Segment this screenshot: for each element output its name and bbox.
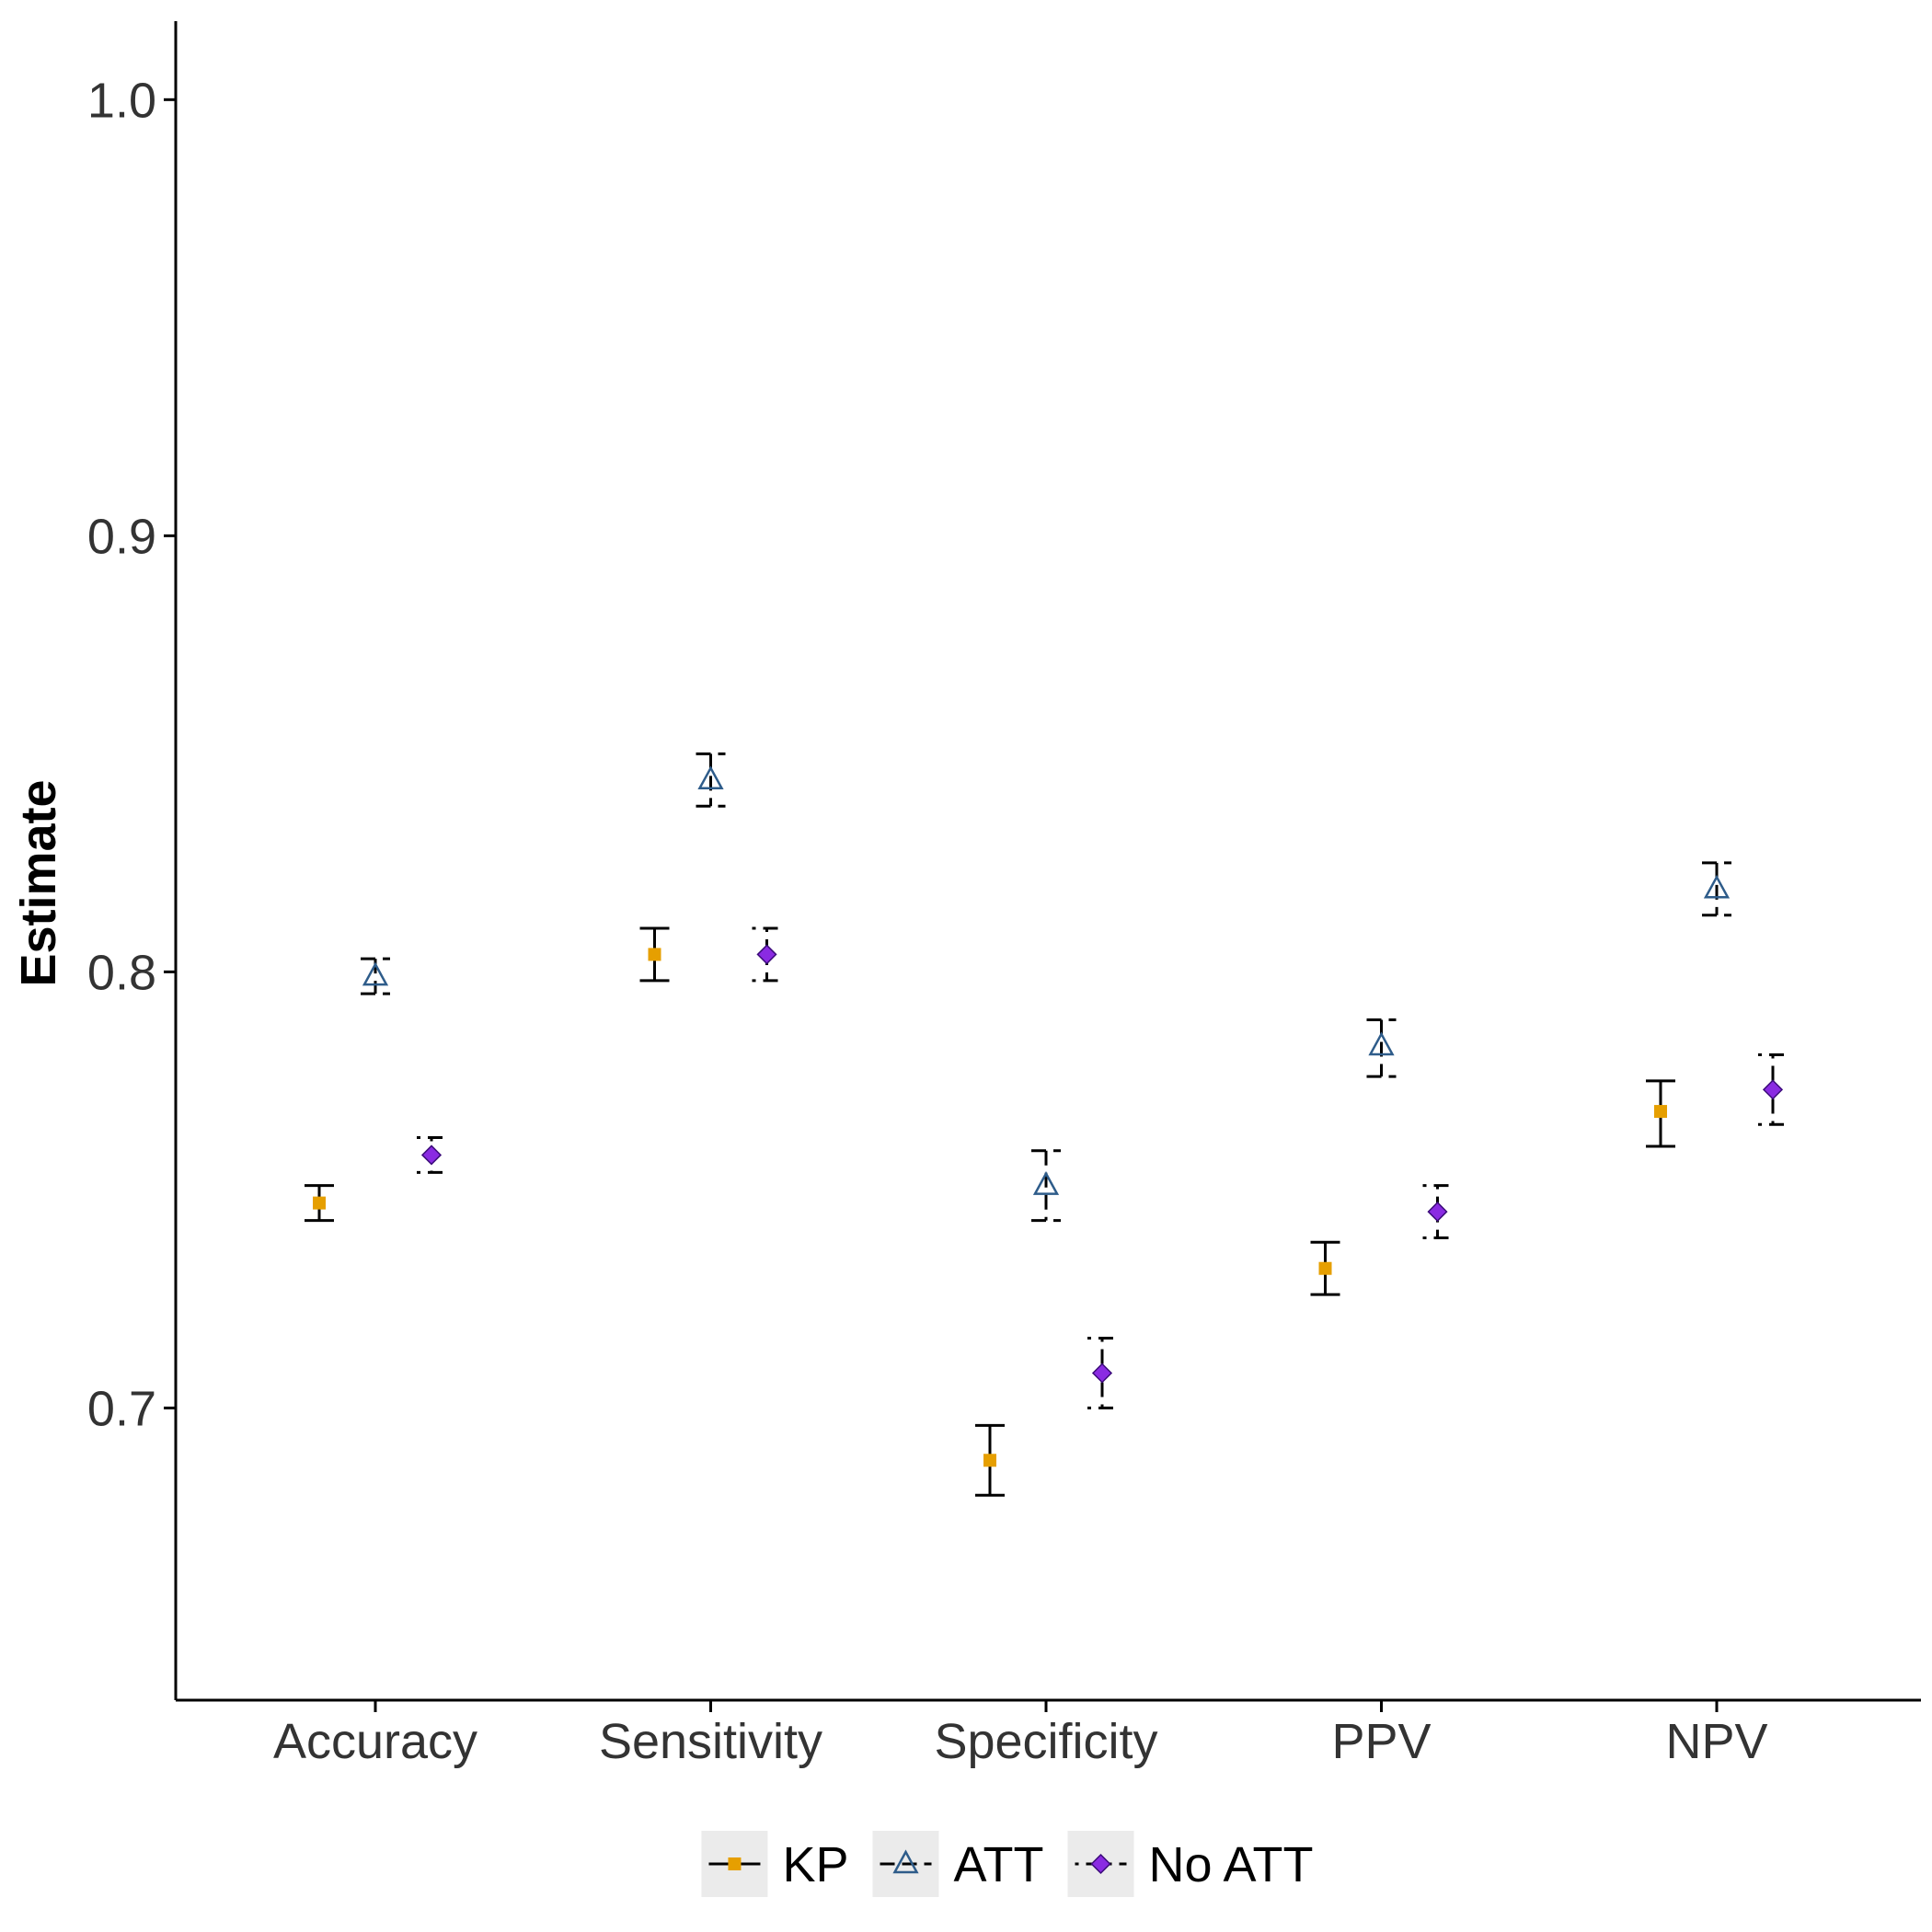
legend-marker bbox=[728, 1857, 742, 1870]
y-tick-label: 0.9 bbox=[87, 509, 156, 564]
data-point bbox=[1703, 874, 1731, 899]
series-kp bbox=[305, 926, 1675, 1497]
data-point bbox=[756, 944, 777, 965]
data-point bbox=[648, 948, 661, 961]
y-tick-label: 0.7 bbox=[87, 1381, 156, 1436]
x-tick-label-specificity: Specificity bbox=[934, 1714, 1157, 1769]
legend-item-kp: KP bbox=[701, 1831, 849, 1897]
legend-item-no-att: No ATT bbox=[1067, 1831, 1314, 1897]
error-bar bbox=[752, 926, 782, 983]
y-tick-label: 0.8 bbox=[87, 945, 156, 1000]
data-point bbox=[1654, 1105, 1667, 1119]
legend-label: No ATT bbox=[1148, 1837, 1313, 1892]
legend-marker bbox=[1090, 1853, 1111, 1875]
y-tick-label: 1.0 bbox=[87, 73, 156, 128]
y-axis-title: Estimate bbox=[11, 779, 66, 986]
data-point bbox=[420, 1144, 443, 1166]
data-point bbox=[1091, 1363, 1113, 1384]
x-tick-label-ppv: PPV bbox=[1331, 1714, 1431, 1769]
y-ticks: 0.7 0.8 0.9 1.0 bbox=[87, 73, 176, 1436]
error-bar bbox=[1702, 861, 1731, 917]
legend-marker bbox=[892, 1849, 919, 1874]
x-tick-label-sensitivity: Sensitivity bbox=[599, 1714, 822, 1769]
axes bbox=[174, 21, 1921, 1702]
data-point bbox=[1368, 1031, 1395, 1056]
data-point bbox=[1427, 1202, 1448, 1223]
error-bar bbox=[696, 752, 726, 808]
series-no-att bbox=[417, 926, 1788, 1409]
data-point bbox=[983, 1454, 996, 1467]
error-bar bbox=[1031, 1149, 1061, 1223]
data-point bbox=[313, 1196, 326, 1210]
legend-label: KP bbox=[782, 1837, 848, 1892]
legend-label: ATT bbox=[954, 1837, 1044, 1892]
data-point bbox=[1032, 1171, 1060, 1195]
series-att bbox=[361, 752, 1731, 1223]
data-point bbox=[1318, 1261, 1332, 1275]
x-ticks: Accuracy Sensitivity Specificity PPV NPV bbox=[273, 1700, 1768, 1769]
data-marks bbox=[305, 752, 1788, 1497]
error-bar bbox=[1422, 1184, 1453, 1240]
data-point bbox=[1762, 1079, 1784, 1100]
data-point bbox=[362, 961, 389, 986]
error-bar bbox=[1366, 1018, 1397, 1078]
data-point bbox=[697, 765, 724, 790]
x-tick-label-npv: NPV bbox=[1665, 1714, 1767, 1769]
legend: KP ATT No ATT bbox=[701, 1831, 1314, 1897]
legend-item-att: ATT bbox=[872, 1831, 1044, 1897]
x-tick-label-accuracy: Accuracy bbox=[273, 1714, 477, 1769]
